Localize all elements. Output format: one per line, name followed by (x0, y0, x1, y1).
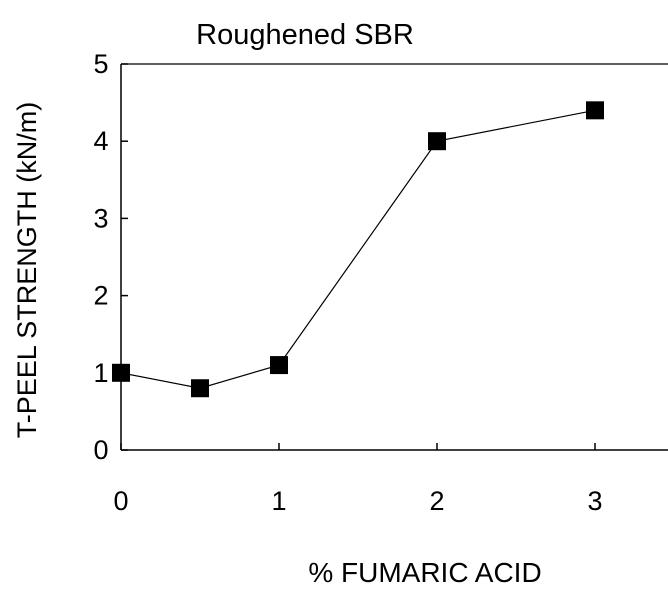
data-point (270, 356, 288, 375)
y-tick-label: 3 (93, 203, 108, 233)
x-axis-label: % FUMARIC ACID (308, 557, 541, 588)
y-ticks: 0 1 2 3 4 5 (93, 49, 128, 465)
y-tick-label: 5 (93, 49, 108, 79)
x-tick-label: 3 (587, 486, 602, 516)
series-line (120, 109, 596, 389)
data-point (428, 132, 446, 151)
data-point (191, 379, 209, 398)
y-tick-label: 2 (93, 281, 108, 311)
data-points (112, 101, 604, 398)
x-tick-label: 2 (429, 486, 444, 516)
data-point (112, 363, 130, 382)
chart-title: Roughened SBR (196, 19, 414, 51)
x-tick-label: 0 (113, 486, 128, 516)
x-tick-label: 1 (271, 486, 286, 516)
y-tick-label: 0 (93, 435, 108, 465)
y-tick-label: 1 (93, 358, 108, 388)
y-tick-label: 4 (93, 126, 108, 156)
x-ticks: 0 1 2 3 (113, 443, 603, 516)
data-point (586, 101, 604, 120)
y-axis-label: T-PEEL STRENGTH (kN/m) (12, 102, 42, 439)
